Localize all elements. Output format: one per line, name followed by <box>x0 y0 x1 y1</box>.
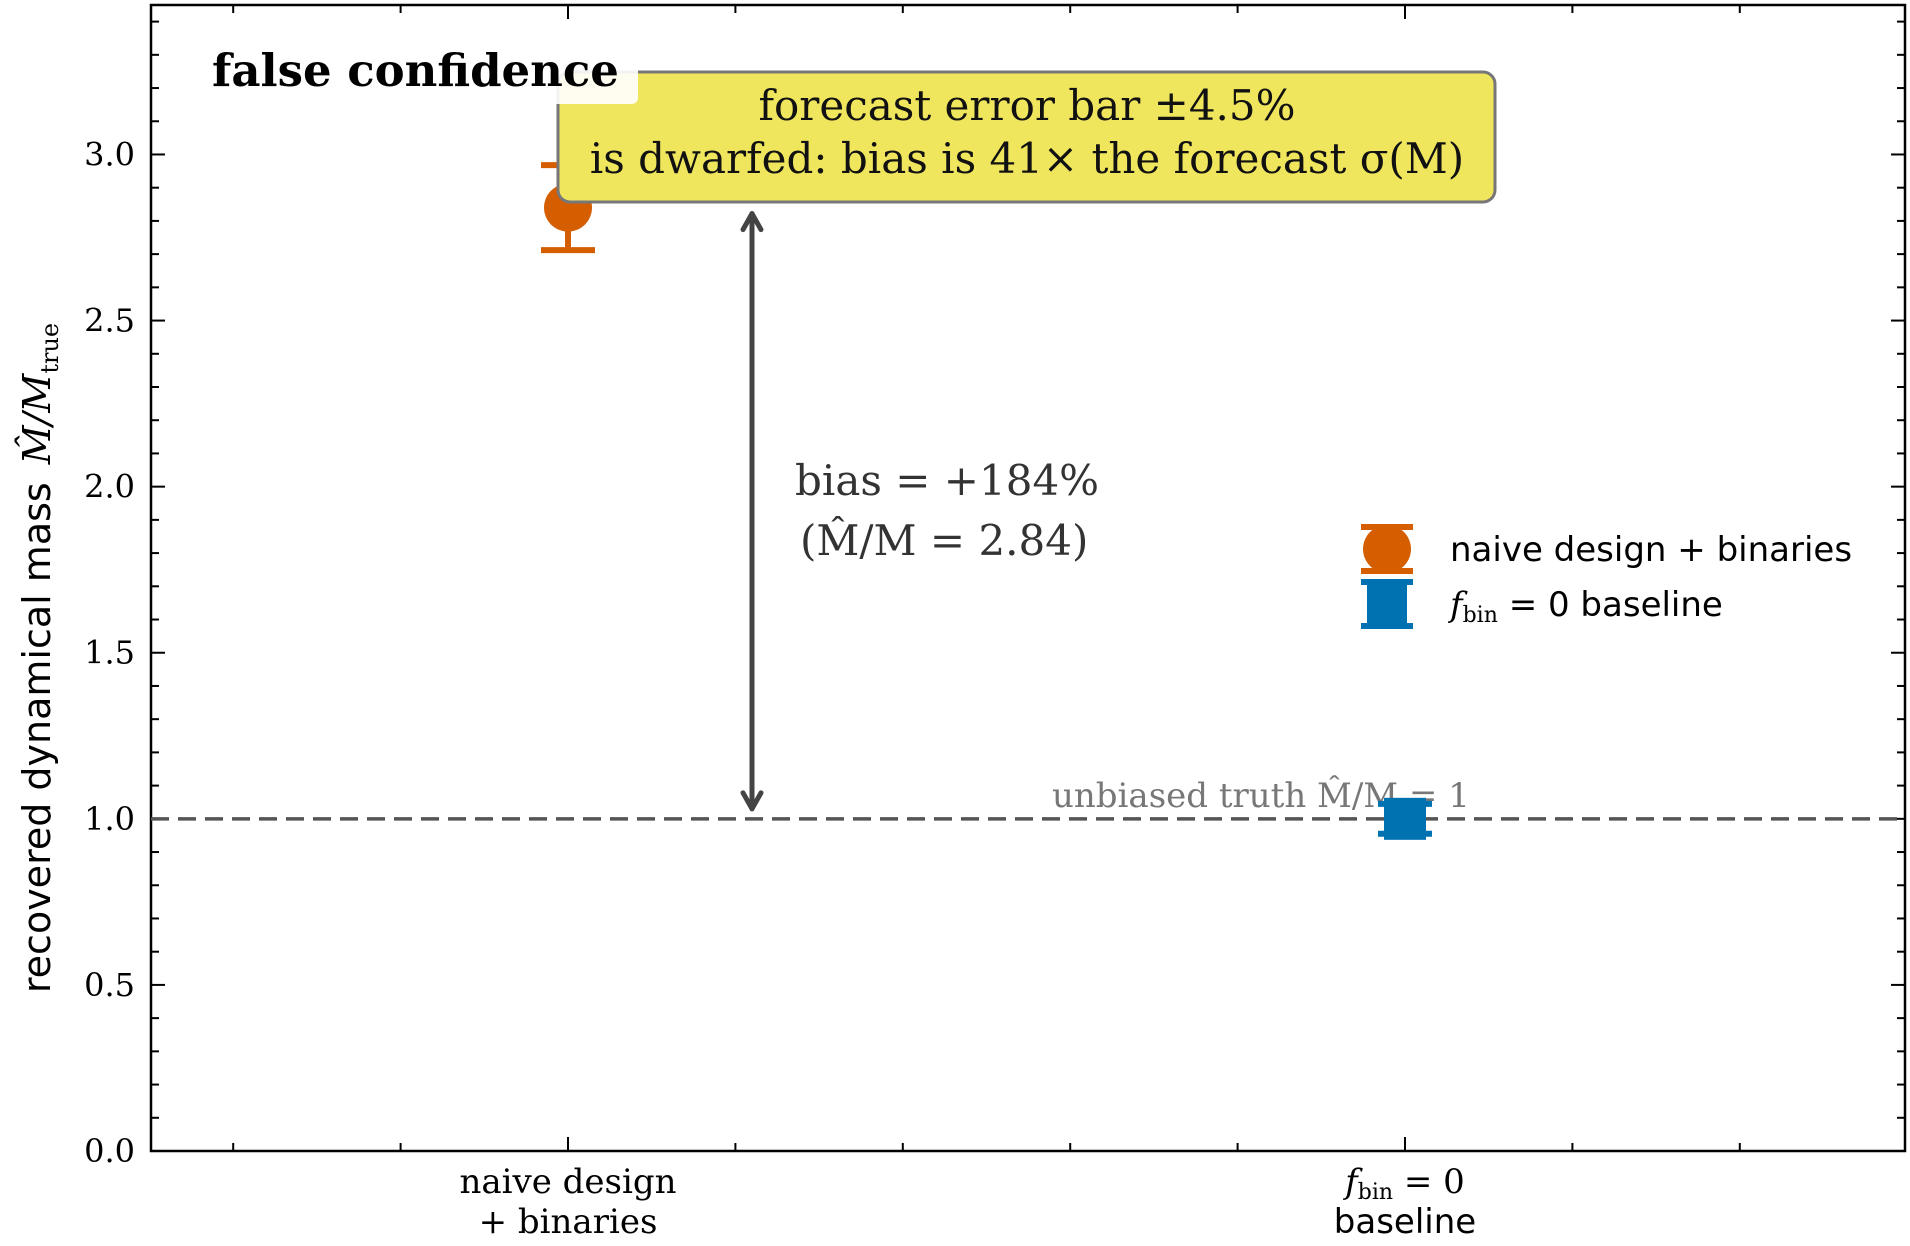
bias-annotation: bias = +184% (M̂/M = 2.84) <box>795 456 1099 565</box>
x-tick-label-naive-line1: naive design <box>459 1162 676 1202</box>
panel-label-text: false confidence <box>212 44 619 97</box>
plot-frame <box>149 3 1907 1153</box>
y-axis-label-subscript: true <box>36 323 64 374</box>
legend-marker-baseline <box>1361 579 1413 629</box>
y-tick-label: 2.5 <box>84 302 135 340</box>
bias-annotation-line2: (M̂/M = 2.84) <box>800 514 1088 565</box>
x-tick-label-baseline-line1: fbin = 0 <box>1342 1162 1465 1205</box>
data-point-baseline <box>1378 797 1432 840</box>
legend-label-baseline: fbin = 0 baseline <box>1447 585 1723 628</box>
legend-marker-circle <box>1363 525 1411 573</box>
bias-arrow-head-bottom <box>740 790 764 812</box>
forecast-box-line1: forecast error bar ±4.5% <box>758 81 1295 130</box>
legend-label-rest: = 0 baseline <box>1498 585 1723 625</box>
legend: naive design + binaries fbin = 0 baselin… <box>1361 524 1852 629</box>
bias-annotation-line1: bias = +184% <box>795 456 1099 505</box>
bias-arrow-head-top <box>740 211 764 233</box>
y-tick-labels: 0.0 0.5 1.0 1.5 2.0 2.5 3.0 <box>84 135 135 1170</box>
legend-marker-naive <box>1361 524 1413 574</box>
x-tick-label-naive-line2: + binaries <box>479 1202 658 1242</box>
legend-label-naive: naive design + binaries <box>1450 530 1852 570</box>
forecast-box: forecast error bar ±4.5% is dwarfed: bia… <box>556 70 1497 204</box>
y-tick-label: 2.0 <box>84 468 135 506</box>
x-tick-label-math-rest: = 0 <box>1393 1162 1465 1202</box>
x-tick-label-math-sub: bin <box>1358 1180 1393 1205</box>
y-axis-label-symbol: M̂/M <box>15 373 59 466</box>
x-tick-labels: naive design + binaries fbin = 0 baselin… <box>459 1162 1476 1242</box>
y-tick-label: 0.5 <box>84 966 135 1004</box>
axis-ticks <box>151 5 1905 1152</box>
y-tick-label: 1.5 <box>84 634 135 672</box>
forecast-box-background <box>556 70 1497 204</box>
y-tick-label: 1.0 <box>84 800 135 838</box>
y-axis-label: recovered dynamical mass M̂/Mtrue <box>15 323 64 993</box>
bias-arrow <box>740 211 764 812</box>
y-axis-label-text: recovered dynamical mass <box>15 482 59 993</box>
legend-math-sub: bin <box>1463 603 1498 628</box>
panel-label: false confidence <box>206 38 638 104</box>
x-tick-label-baseline-line2: baseline <box>1334 1202 1476 1242</box>
marker-square <box>1384 797 1426 840</box>
forecast-box-line2: is dwarfed: bias is 41× the forecast σ(M… <box>590 134 1464 183</box>
legend-marker-square <box>1367 584 1407 624</box>
y-tick-label: 0.0 <box>84 1132 135 1170</box>
panel-label-background <box>206 38 638 104</box>
y-tick-label: 3.0 <box>84 135 135 173</box>
